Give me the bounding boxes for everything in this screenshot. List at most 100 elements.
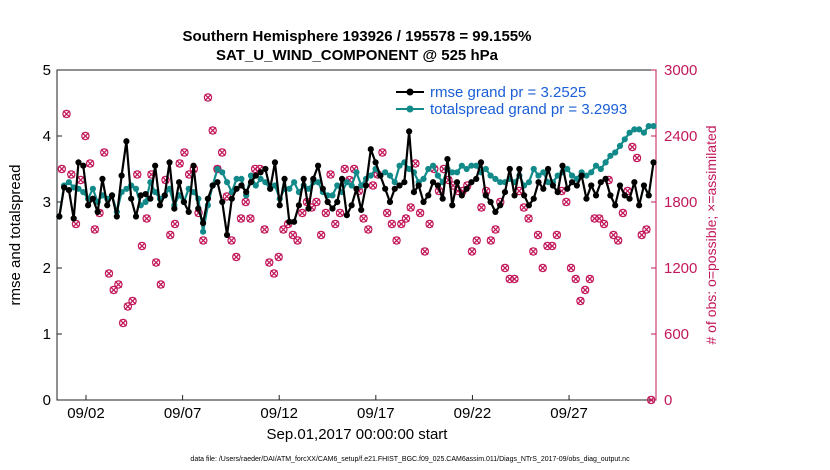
- totalspread-point: [65, 179, 73, 186]
- rmse-point: [564, 185, 571, 192]
- totalspread-point: [545, 179, 552, 186]
- rmse-point: [214, 179, 221, 186]
- rmse-point: [190, 162, 197, 169]
- rmse-point: [477, 159, 485, 166]
- obs-point: [166, 230, 175, 240]
- totalspread-point: [607, 152, 614, 159]
- totalspread-point: [592, 162, 600, 169]
- obs-point: [316, 230, 326, 240]
- rmse-point: [650, 159, 657, 166]
- obs-point: [62, 109, 71, 119]
- obs-point: [406, 203, 415, 212]
- y-left-tick-label: 5: [43, 62, 51, 79]
- obs-point: [637, 230, 646, 240]
- rmse-point: [171, 205, 178, 212]
- y-axis-left-label: rmse and totalspread: [7, 165, 24, 306]
- left-y-axis: 0 1 2 3 4 5: [43, 62, 62, 409]
- rmse-point: [295, 202, 303, 209]
- rmse-point: [156, 202, 164, 209]
- totalspread-point: [458, 162, 465, 169]
- rmse-point: [99, 175, 106, 182]
- obs-point: [232, 252, 241, 262]
- rmse-point: [281, 175, 288, 182]
- rmse-point: [401, 179, 408, 186]
- rmse-point: [84, 202, 92, 209]
- totalspread-point: [525, 179, 533, 186]
- rmse-point: [152, 162, 159, 169]
- obs-series: [57, 93, 656, 405]
- rmse-point: [199, 220, 207, 227]
- x-tick-label: 09/02: [67, 405, 105, 422]
- totalspread-point: [386, 172, 394, 179]
- rmse-point: [415, 182, 422, 189]
- totalspread-point: [564, 165, 571, 173]
- x-tick-label: 09/12: [260, 405, 298, 422]
- obs-point: [472, 236, 481, 245]
- totalspread-point: [219, 169, 226, 176]
- rmse-point: [271, 159, 279, 166]
- rmse-point: [324, 198, 331, 206]
- legend-spread-label: totalspread grand pr = 3.2993: [430, 101, 627, 118]
- y-left-tick-label: 2: [43, 260, 51, 277]
- rmse-point: [616, 182, 624, 189]
- rmse-point: [386, 198, 394, 206]
- totalspread-point: [382, 169, 389, 176]
- legend-spread-marker: [406, 105, 414, 113]
- obs-point: [180, 148, 189, 157]
- obs-point: [538, 263, 547, 273]
- obs-point: [547, 241, 557, 251]
- rmse-point: [597, 179, 604, 186]
- totalspread-point: [329, 192, 336, 199]
- x-axis-label: Sep.01,2017 00:00:00 start: [267, 426, 449, 443]
- totalspread-point: [616, 142, 624, 149]
- rmse-point: [80, 162, 87, 169]
- obs-point: [382, 208, 392, 218]
- rmse-point: [607, 192, 614, 199]
- totalspread-point: [645, 123, 652, 130]
- rmse-point: [573, 182, 580, 189]
- totalspread-point: [482, 165, 489, 173]
- rmse-point: [545, 165, 552, 173]
- obs-point: [486, 236, 496, 245]
- obs-point: [576, 296, 585, 306]
- rmse-point: [396, 182, 403, 189]
- totalspread-point: [588, 169, 595, 176]
- obs-point: [632, 153, 642, 163]
- rmse-point: [626, 195, 633, 202]
- totalspread-point: [80, 189, 87, 196]
- obs-point: [387, 219, 397, 229]
- rmse-point: [497, 202, 504, 209]
- obs-point: [265, 258, 274, 267]
- rmse-point: [540, 185, 547, 192]
- rmse-point: [530, 195, 537, 202]
- y-right-tick-label: 1200: [664, 260, 697, 277]
- rmse-point: [640, 182, 648, 189]
- obs-point: [368, 181, 378, 190]
- totalspread-point: [252, 182, 259, 189]
- obs-point: [359, 214, 368, 223]
- rmse-point: [525, 202, 533, 209]
- obs-point: [156, 280, 166, 289]
- obs-point: [133, 170, 142, 179]
- obs-point: [298, 208, 307, 218]
- obs-point: [175, 159, 184, 168]
- rmse-point: [458, 192, 465, 199]
- totalspread-point: [348, 182, 355, 189]
- obs-point: [199, 236, 208, 245]
- rmse-point: [621, 192, 628, 199]
- obs-point: [118, 318, 128, 328]
- rmse-point: [425, 192, 432, 199]
- rmse-point: [262, 165, 269, 173]
- totalspread-point: [257, 175, 264, 182]
- rmse-point: [367, 146, 374, 153]
- obs-point: [137, 241, 147, 251]
- totalspread-point: [530, 165, 537, 173]
- rmse-point: [559, 162, 566, 169]
- rmse-point: [56, 213, 63, 220]
- rmse-point: [578, 172, 585, 179]
- obs-point: [227, 236, 236, 245]
- totalspread-point: [497, 179, 504, 186]
- totalspread-point: [602, 159, 609, 166]
- rmse-point: [588, 182, 595, 189]
- rmse-point: [252, 172, 259, 179]
